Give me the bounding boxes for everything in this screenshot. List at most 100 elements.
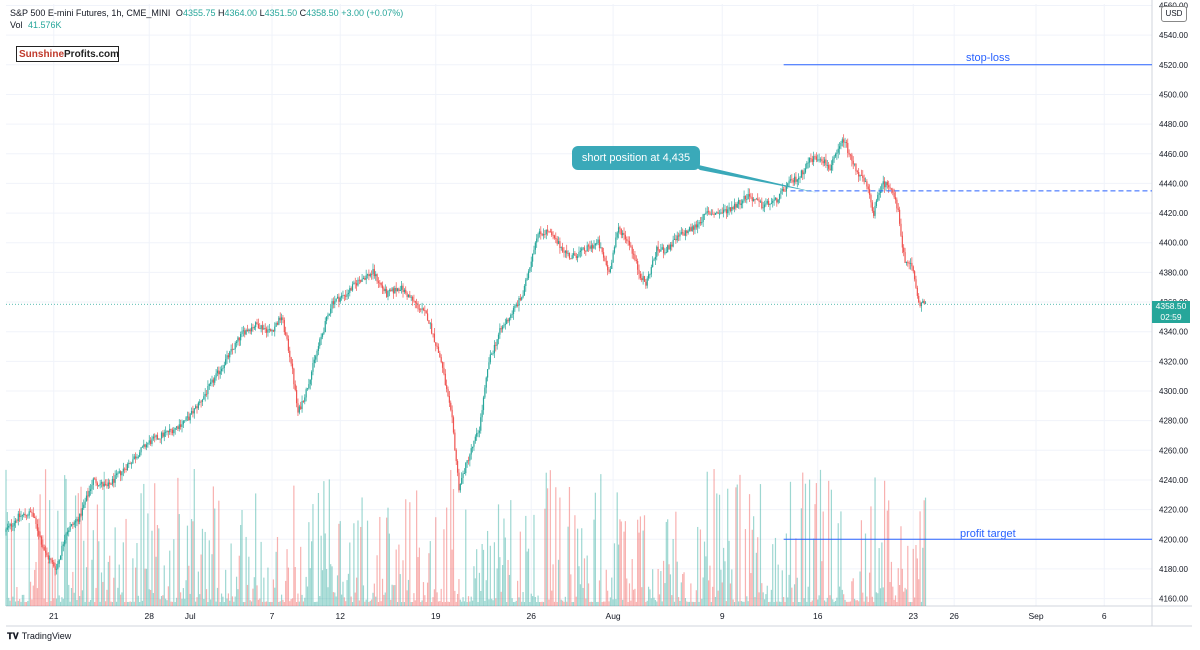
- candle-body: [840, 142, 842, 147]
- candle-body: [686, 230, 688, 234]
- candle-body: [822, 161, 824, 164]
- candle-body: [484, 387, 486, 398]
- volume-bar: [525, 515, 527, 606]
- candle-body: [868, 189, 871, 195]
- candle-body: [657, 246, 659, 251]
- candle-body: [619, 227, 621, 229]
- candle-body: [769, 203, 771, 205]
- volume-bar: [532, 596, 534, 606]
- volume-bar: [735, 487, 737, 606]
- volume-bar: [295, 601, 298, 606]
- candle-body: [555, 238, 557, 239]
- candle-body: [763, 204, 766, 208]
- volume-bar: [21, 594, 23, 606]
- candle-body: [55, 568, 58, 570]
- volume-bar: [38, 518, 40, 606]
- candle-body: [903, 247, 905, 253]
- volume-bar: [437, 601, 440, 606]
- volume-bar: [660, 571, 662, 606]
- volume-bar: [8, 597, 10, 606]
- volume-bar: [467, 596, 470, 606]
- volume-bar: [150, 589, 152, 606]
- candle-body: [858, 172, 860, 177]
- candle-body: [473, 440, 475, 447]
- volume-bar: [351, 602, 354, 606]
- candle-body: [454, 432, 456, 451]
- volume-bar: [470, 596, 472, 606]
- volume-bar: [908, 601, 910, 606]
- candle-body: [485, 377, 487, 388]
- volume-bar: [398, 544, 400, 606]
- candle-body: [290, 357, 292, 364]
- candle-body: [914, 271, 916, 280]
- candle-body: [268, 329, 270, 331]
- volume-bar: [484, 600, 486, 606]
- candle-body: [463, 473, 465, 474]
- candle-body: [162, 432, 164, 437]
- volume-bar: [392, 585, 395, 606]
- volume-bar: [507, 559, 509, 606]
- volume-bar: [384, 592, 386, 606]
- currency-button[interactable]: USD: [1161, 6, 1187, 22]
- candle-body: [885, 182, 887, 188]
- candle-body: [893, 192, 895, 198]
- candle-body: [541, 233, 543, 236]
- candle-body: [508, 318, 511, 322]
- candle-body: [750, 196, 752, 198]
- candle-body: [343, 295, 345, 296]
- volume-bar: [728, 540, 730, 606]
- candle-body: [197, 402, 199, 409]
- volume-bar: [171, 601, 174, 606]
- candle-body: [507, 319, 509, 322]
- candle-body: [922, 300, 924, 303]
- candle-body: [450, 402, 452, 410]
- logo-part-2: Profits.com: [64, 49, 120, 60]
- volume-bar: [335, 596, 337, 606]
- volume-bar: [495, 598, 497, 606]
- candle-body: [297, 403, 299, 413]
- candle-body: [781, 189, 783, 191]
- volume-bar: [724, 561, 726, 606]
- candle-body: [709, 212, 711, 215]
- volume-bar: [257, 599, 259, 606]
- candle-body: [888, 185, 890, 188]
- candle-body: [431, 323, 433, 334]
- volume-bar: [817, 599, 819, 606]
- candle-body: [406, 292, 408, 297]
- volume-bar: [443, 529, 445, 606]
- candle-body: [540, 231, 542, 234]
- volume-bar: [649, 589, 651, 606]
- tradingview-brand[interactable]: 𝐓𝐕 TradingView: [7, 631, 71, 642]
- candle-body: [244, 330, 246, 335]
- candle-body: [469, 454, 471, 461]
- volume-bar: [89, 599, 92, 606]
- candle-body: [448, 396, 450, 403]
- candle-body: [401, 285, 403, 290]
- volume-bar: [241, 509, 243, 606]
- volume-bar: [388, 533, 390, 606]
- volume-bar: [421, 600, 423, 606]
- volume-bar: [40, 535, 43, 606]
- volume-bar: [308, 522, 310, 606]
- volume-bar: [607, 590, 609, 606]
- candle-body: [225, 359, 227, 365]
- volume-bar: [653, 597, 655, 606]
- volume-bar: [64, 475, 66, 606]
- volume-bar: [272, 579, 274, 606]
- volume-bar: [497, 504, 500, 606]
- candle-body: [231, 348, 234, 350]
- short-position-callout: short position at 4,435: [572, 146, 700, 170]
- volume-bar: [208, 540, 210, 606]
- volume-bar: [905, 589, 908, 606]
- candle-body: [151, 438, 153, 444]
- volume-bar: [844, 599, 846, 606]
- volume-bar: [641, 587, 643, 606]
- volume-bar: [502, 565, 504, 606]
- volume-bar: [452, 488, 455, 606]
- volume-bar: [354, 592, 356, 606]
- volume-bar: [710, 601, 712, 606]
- candle-body: [807, 162, 809, 164]
- candle-body: [111, 478, 114, 485]
- volume-bar: [55, 598, 58, 606]
